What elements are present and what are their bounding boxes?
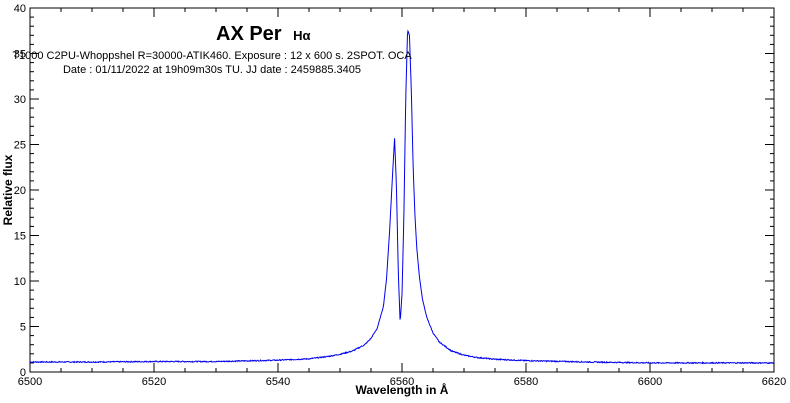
x-tick-label: 6500 xyxy=(18,376,42,388)
y-tick-label: 35 xyxy=(14,49,26,61)
y-tick-label: 10 xyxy=(14,276,26,288)
y-tick-label: 0 xyxy=(20,367,26,379)
chart-title-main: AX Per xyxy=(216,23,282,45)
y-tick-label: 25 xyxy=(14,140,26,152)
chart-subtitle-line-2: Date : 01/11/2022 at 19h09m30s TU. JJ da… xyxy=(63,64,361,76)
x-tick-label: 6540 xyxy=(266,376,290,388)
chart-title-suffix: Hα xyxy=(293,28,310,43)
y-tick-label: 15 xyxy=(14,231,26,243)
plot-frame xyxy=(29,7,775,373)
x-tick-label: 6580 xyxy=(514,376,538,388)
chart-title: AX Per Hα xyxy=(216,23,311,45)
x-axis-title: Wavelength in Å xyxy=(356,382,449,397)
y-tick-label: 40 xyxy=(14,3,26,15)
x-tick-label: 6520 xyxy=(142,376,166,388)
series-line xyxy=(29,29,775,365)
x-tick-labels: 6500 6520 6540 6560 6580 6600 6620 xyxy=(18,376,786,388)
x-tick-label: 6600 xyxy=(638,376,662,388)
y-tick-label: 30 xyxy=(14,94,26,106)
y-tick-labels: 0 5 10 15 20 25 30 35 40 xyxy=(14,3,26,379)
y-axis-title: Relative flux xyxy=(1,154,15,225)
chart-subtitle-line-1: T1000 C2PU-Whoppshel R=30000-ATIK460. Ex… xyxy=(12,50,412,62)
y-tick-label: 20 xyxy=(14,185,26,197)
axis-ticks xyxy=(29,7,775,373)
y-tick-label: 5 xyxy=(20,322,26,334)
x-tick-label: 6560 xyxy=(390,376,414,388)
x-tick-label: 6620 xyxy=(762,376,786,388)
